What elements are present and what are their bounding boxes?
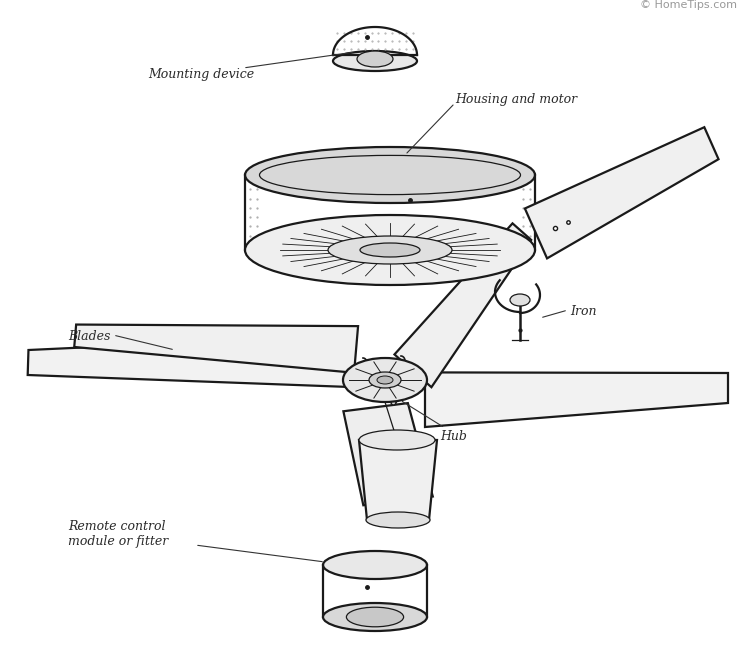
Polygon shape [525,127,719,258]
Polygon shape [425,373,728,427]
Polygon shape [344,403,433,505]
Ellipse shape [369,372,401,388]
Text: Hub: Hub [440,430,467,443]
Polygon shape [359,440,437,520]
Text: Remote control
module or fitter: Remote control module or fitter [68,520,168,548]
Ellipse shape [245,147,535,203]
Ellipse shape [245,215,535,285]
Ellipse shape [328,236,452,264]
Polygon shape [28,335,351,387]
Ellipse shape [323,551,427,579]
Ellipse shape [333,51,417,71]
Text: © HomeTips.com: © HomeTips.com [640,0,737,10]
Ellipse shape [366,512,430,528]
Text: Blades: Blades [68,330,110,343]
Text: Housing and motor: Housing and motor [455,93,577,106]
Ellipse shape [347,607,404,627]
Ellipse shape [377,376,393,384]
Polygon shape [394,223,532,387]
Text: Iron: Iron [570,305,596,318]
Ellipse shape [323,603,427,631]
Ellipse shape [510,294,530,306]
Text: Mounting device: Mounting device [148,68,254,81]
Ellipse shape [360,243,420,257]
Polygon shape [74,325,358,373]
Ellipse shape [343,358,427,402]
Ellipse shape [357,51,393,67]
Ellipse shape [359,430,435,450]
